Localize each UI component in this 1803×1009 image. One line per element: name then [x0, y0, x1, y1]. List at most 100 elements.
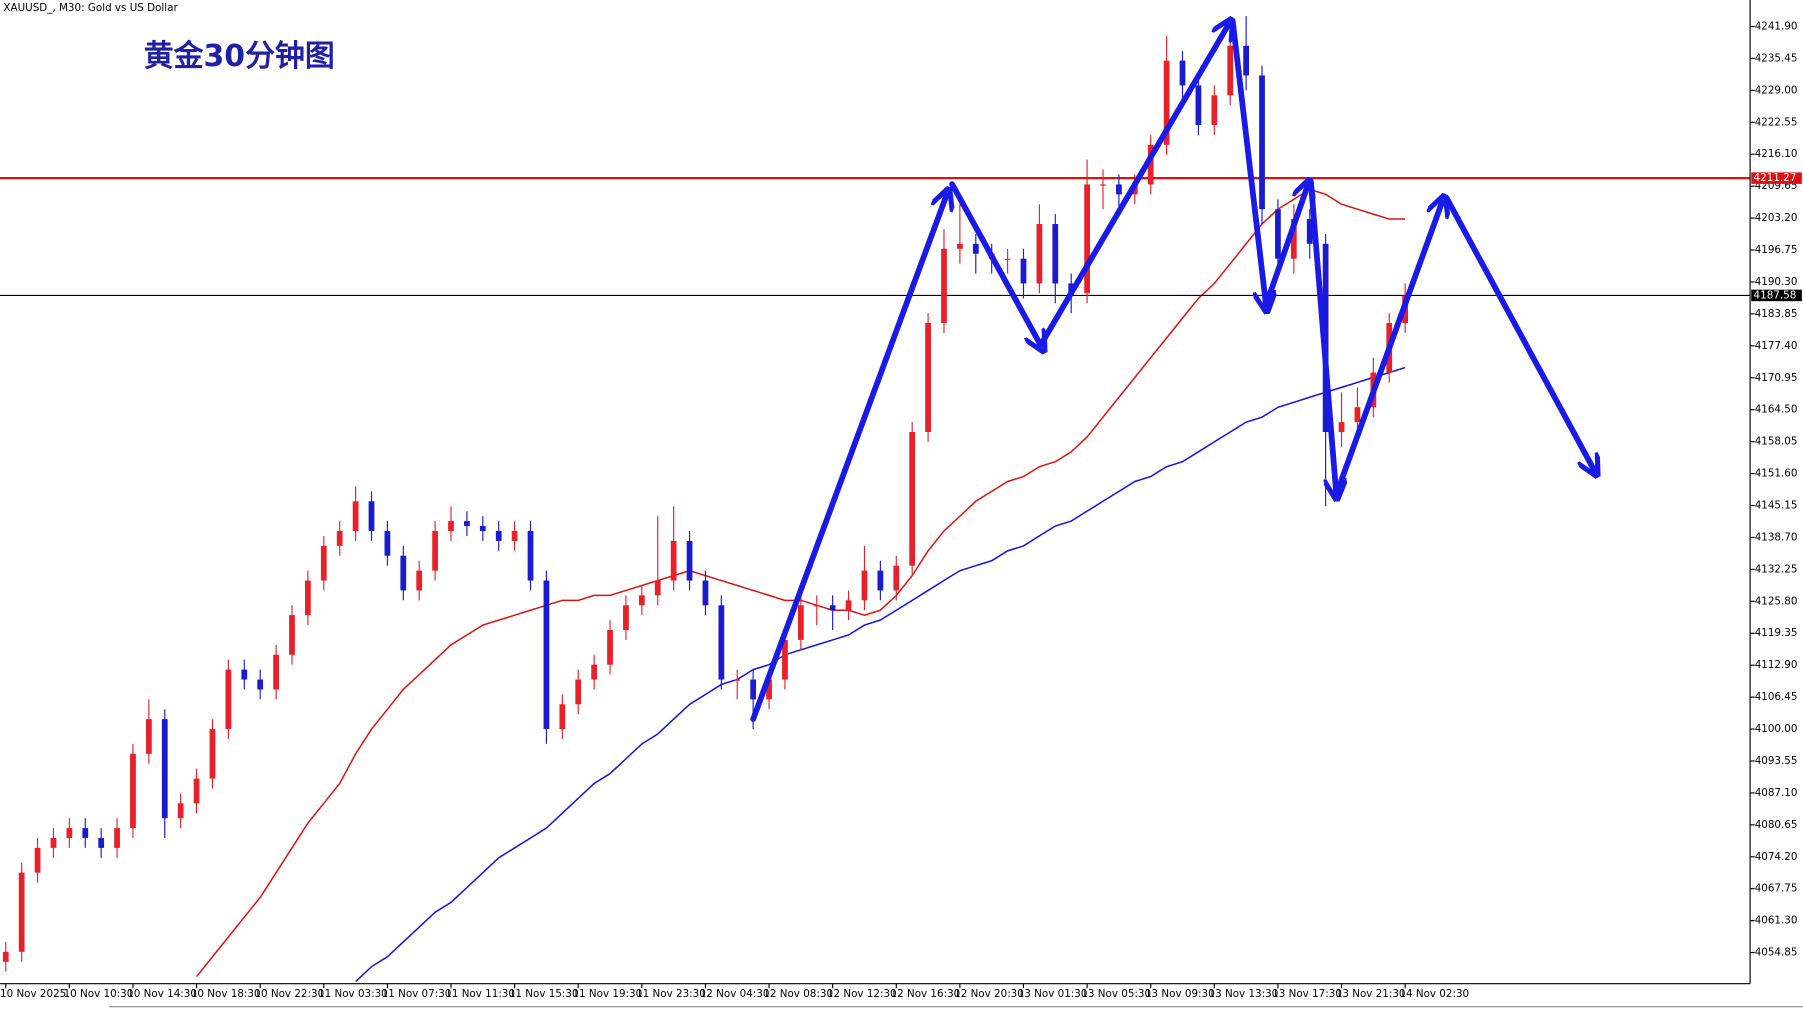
x-tick-label: 12 Nov 04:30 [700, 988, 770, 1000]
candle-body [114, 828, 120, 848]
candle-body [1211, 95, 1218, 126]
plot-area: 4241.904235.454229.004222.554216.104209.… [0, 16, 1802, 1000]
candle-body [527, 531, 534, 581]
x-tick-label: 11 Nov 07:30 [382, 988, 452, 1000]
candle-body [161, 719, 168, 819]
candle-body [257, 679, 264, 690]
x-tick-label: 10 Nov 10:30 [64, 988, 134, 1000]
y-tick-label: 4054.85 [1755, 947, 1798, 959]
candle-body [734, 679, 741, 681]
candle-body [1084, 184, 1090, 294]
y-tick-label: 4216.10 [1755, 148, 1798, 160]
x-tick-label: 11 Nov 15:30 [509, 988, 579, 1000]
candle-body [18, 872, 25, 952]
candle-body [829, 605, 836, 611]
candle-body [1100, 184, 1106, 186]
arrow [750, 196, 946, 722]
candle-body [591, 664, 598, 680]
candle-body [416, 570, 423, 591]
candle-body [34, 847, 41, 873]
candle-body [352, 501, 359, 532]
arrow [1307, 178, 1336, 493]
candle-body [766, 679, 772, 700]
y-tick-label: 4158.05 [1755, 436, 1798, 448]
x-tick-label: 13 Nov 21:30 [1336, 988, 1406, 1000]
candle-body [145, 719, 152, 754]
candle-body [336, 531, 343, 546]
y-tick-label: 4145.15 [1755, 500, 1798, 512]
y-tick-label: 4074.20 [1755, 851, 1798, 863]
candle-body [368, 501, 375, 532]
candle-body [925, 323, 931, 432]
y-tick-label: 4119.35 [1755, 627, 1798, 639]
arrow [1229, 17, 1266, 305]
candle-body [98, 837, 105, 848]
price-line-label-box [1751, 289, 1802, 302]
candle-body [1290, 219, 1297, 259]
y-tick-label: 4106.45 [1755, 691, 1798, 703]
y-tick-label: 4190.30 [1755, 276, 1798, 288]
y-tick-label: 4222.55 [1755, 116, 1798, 128]
candle-body [464, 521, 470, 527]
y-tick-label: 4067.75 [1755, 883, 1798, 895]
chart-title: 黄金30分钟图 [144, 39, 335, 74]
candle-body [1195, 85, 1202, 126]
candle-body [877, 570, 884, 591]
candle-body [543, 580, 550, 730]
candle-body [575, 679, 582, 705]
candle-body [861, 570, 868, 601]
candle-body [448, 521, 454, 532]
candle-body [1306, 219, 1313, 244]
y-tick-label: 4203.20 [1755, 212, 1798, 224]
candle-body [845, 600, 852, 611]
candle-body [559, 704, 566, 730]
candle-body [66, 828, 73, 838]
candle-body [1020, 258, 1027, 284]
candle-body [1275, 209, 1281, 259]
candle-body [511, 531, 518, 541]
candle-body [686, 540, 693, 581]
candle-body [2, 951, 9, 962]
candle-body [782, 639, 788, 680]
candle-body [193, 778, 200, 804]
y-tick-label: 4125.80 [1755, 595, 1798, 607]
candle-body [305, 580, 311, 616]
x-tick-label: 13 Nov 13:30 [1209, 988, 1279, 1000]
candle-body [1163, 60, 1170, 145]
annotation-arrows [750, 17, 1594, 722]
candle-body [479, 526, 486, 532]
candle-body [50, 837, 57, 848]
candle-body [718, 605, 725, 680]
candle-body [654, 580, 661, 596]
candle-body [1354, 407, 1361, 423]
candle-body [495, 531, 502, 541]
y-tick-label: 4164.50 [1755, 404, 1798, 416]
y-tick-label: 4241.90 [1755, 20, 1798, 32]
y-tick-label: 4151.60 [1755, 468, 1798, 480]
x-tick-label: 11 Nov 03:30 [318, 988, 388, 1000]
candle-body [607, 630, 613, 665]
candle-body [289, 615, 295, 655]
candle-body [623, 605, 629, 631]
candle-body [1116, 184, 1122, 195]
candle-body [1259, 75, 1265, 210]
x-tick-label: 10 Nov 2025 [0, 988, 66, 1000]
y-tick-label: 4235.45 [1755, 52, 1798, 64]
candle-body [957, 243, 963, 249]
x-tick-label: 11 Nov 19:30 [572, 988, 642, 1000]
x-tick-label: 13 Nov 09:30 [1145, 988, 1215, 1000]
x-tick-label: 13 Nov 05:30 [1081, 988, 1151, 1000]
x-tick-label: 11 Nov 23:30 [636, 988, 706, 1000]
y-tick-label: 4093.55 [1755, 755, 1798, 767]
x-tick-label: 14 Nov 02:30 [1399, 988, 1469, 1000]
candle-body [177, 803, 184, 819]
candle-body [1243, 45, 1249, 76]
y-tick-label: 4087.10 [1755, 787, 1798, 799]
y-tick-label: 4080.65 [1755, 819, 1798, 831]
x-tick-label: 10 Nov 14:30 [127, 988, 197, 1000]
candle-body [941, 248, 947, 324]
candle-body [1179, 60, 1186, 86]
